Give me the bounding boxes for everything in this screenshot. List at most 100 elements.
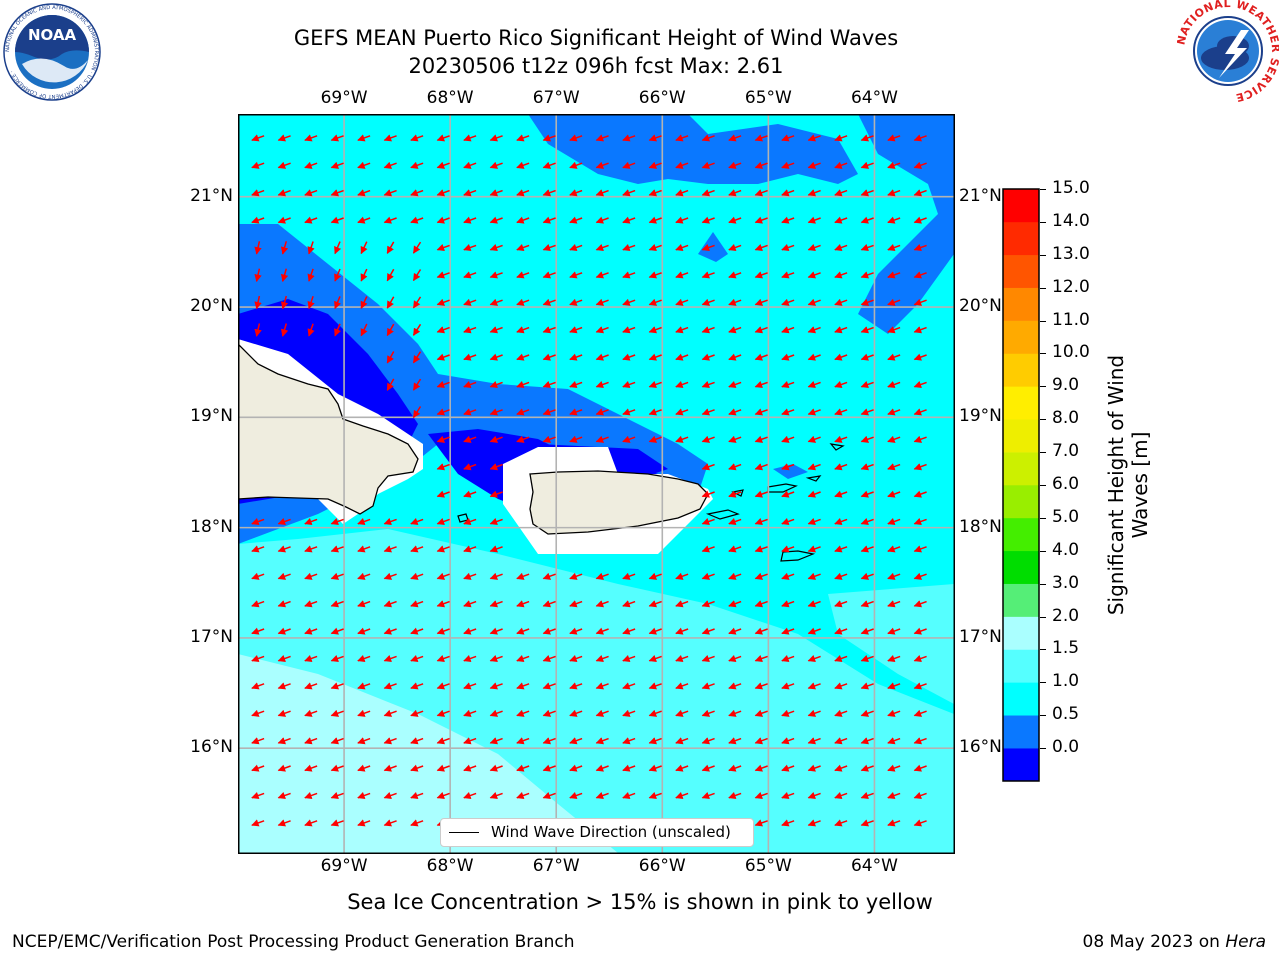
wave-direction-arrow — [701, 463, 715, 471]
wave-direction-arrow — [860, 517, 874, 526]
wave-direction-arrow — [542, 216, 556, 224]
wave-direction-arrow — [648, 408, 662, 416]
wave-direction-arrow — [410, 216, 424, 224]
wave-direction-arrow — [887, 600, 901, 608]
wave-direction-arrow — [622, 134, 636, 142]
wave-direction-arrow — [542, 271, 556, 279]
wave-direction-arrow — [781, 326, 795, 334]
wave-direction-arrow — [781, 682, 795, 690]
wave-direction-arrow — [251, 627, 265, 635]
wave-direction-arrow — [887, 764, 901, 772]
wave-direction-arrow — [542, 600, 556, 608]
wave-direction-arrow — [542, 326, 556, 334]
wave-direction-arrow — [569, 298, 583, 306]
wave-direction-arrow — [834, 764, 848, 772]
wave-direction-arrow — [913, 353, 927, 361]
wave-direction-arrow — [542, 435, 556, 443]
wave-direction-arrow — [648, 243, 662, 252]
wave-direction-arrow — [834, 353, 848, 361]
wave-direction-arrow — [622, 627, 636, 635]
wave-direction-arrow — [360, 268, 368, 282]
wave-direction-arrow — [412, 378, 422, 391]
wind-wave-arrows — [251, 134, 927, 827]
wave-direction-arrow — [516, 326, 530, 334]
wave-direction-arrow — [436, 490, 450, 498]
wave-direction-arrow — [860, 216, 874, 224]
colorbar-tick-label: 12.0 — [1052, 276, 1090, 297]
wave-direction-arrow — [334, 241, 342, 255]
lat-tick-right: 21°N — [959, 185, 1002, 206]
wave-direction-arrow — [304, 216, 318, 224]
wave-direction-arrow — [383, 654, 397, 663]
colorbar-tick-label: 15.0 — [1052, 178, 1090, 198]
wave-direction-arrow — [913, 134, 927, 142]
lat-tick-left: 18°N — [190, 516, 233, 537]
wave-direction-arrow — [675, 271, 689, 279]
wave-direction-arrow — [410, 517, 424, 526]
wave-direction-arrow — [622, 682, 636, 690]
wave-direction-arrow — [860, 353, 874, 361]
wave-direction-arrow — [463, 600, 477, 608]
wave-direction-arrow — [781, 161, 795, 169]
wave-direction-arrow — [280, 268, 289, 283]
wave-direction-arrow — [754, 271, 768, 279]
wave-direction-arrow — [860, 134, 874, 142]
wave-direction-arrow — [277, 600, 291, 608]
wave-direction-arrow — [675, 189, 689, 197]
wave-direction-arrow — [913, 627, 927, 635]
wave-direction-arrow — [489, 600, 503, 608]
wave-direction-arrow — [887, 572, 901, 580]
wave-direction-arrow — [410, 791, 424, 800]
wave-direction-arrow — [516, 408, 530, 416]
colorbar-tick-label: 5.0 — [1052, 506, 1080, 527]
wave-direction-arrow — [834, 791, 848, 800]
colorbar-segment — [1003, 485, 1039, 519]
wave-direction-arrow — [860, 600, 874, 608]
wave-direction-arrow — [701, 326, 715, 334]
wave-direction-arrow — [887, 189, 901, 197]
wave-direction-arrow — [280, 323, 289, 337]
wave-direction-arrow — [357, 161, 371, 169]
wave-direction-arrow — [701, 764, 715, 772]
wave-direction-arrow — [383, 682, 397, 690]
wave-direction-arrow — [307, 268, 315, 282]
wave-direction-arrow — [728, 134, 742, 142]
wave-direction-arrow — [383, 161, 397, 169]
wave-direction-arrow — [754, 189, 768, 197]
wave-direction-arrow — [781, 654, 795, 663]
wave-direction-arrow — [436, 791, 450, 800]
wave-direction-arrow — [675, 572, 689, 580]
wave-direction-arrow — [913, 216, 927, 224]
wave-direction-arrow — [357, 682, 371, 690]
wave-direction-arrow — [913, 517, 927, 526]
wave-direction-arrow — [357, 545, 371, 553]
wave-direction-arrow — [436, 353, 450, 361]
wave-direction-arrow — [489, 380, 503, 389]
wave-direction-arrow — [807, 216, 821, 224]
colorbar-segment — [1003, 320, 1039, 354]
wave-direction-arrow — [675, 216, 689, 224]
wave-direction-arrow — [807, 298, 821, 306]
wave-direction-arrow — [834, 161, 848, 169]
wave-direction-arrow — [754, 353, 768, 361]
colorbar-tick-mark — [1040, 353, 1046, 355]
wave-direction-arrow — [754, 764, 768, 772]
lat-tick-left: 17°N — [190, 626, 233, 647]
wave-direction-arrow — [807, 764, 821, 772]
wave-direction-arrow — [781, 819, 795, 827]
wave-direction-arrow — [330, 627, 344, 635]
wave-direction-arrow — [251, 216, 265, 224]
wave-direction-arrow — [569, 243, 583, 252]
wave-direction-arrow — [569, 353, 583, 361]
colorbar-tick-mark — [1040, 682, 1046, 684]
colorbar-tick-label: 2.0 — [1052, 605, 1080, 626]
lon-tick-bottom: 65°W — [744, 856, 792, 876]
wave-direction-arrow — [489, 737, 503, 745]
wave-direction-arrow — [410, 709, 424, 717]
wave-direction-arrow — [675, 600, 689, 608]
wave-direction-arrow — [701, 189, 715, 197]
colorbar-segment — [1003, 189, 1039, 223]
wave-direction-arrow — [754, 572, 768, 580]
wave-direction-arrow — [569, 627, 583, 635]
